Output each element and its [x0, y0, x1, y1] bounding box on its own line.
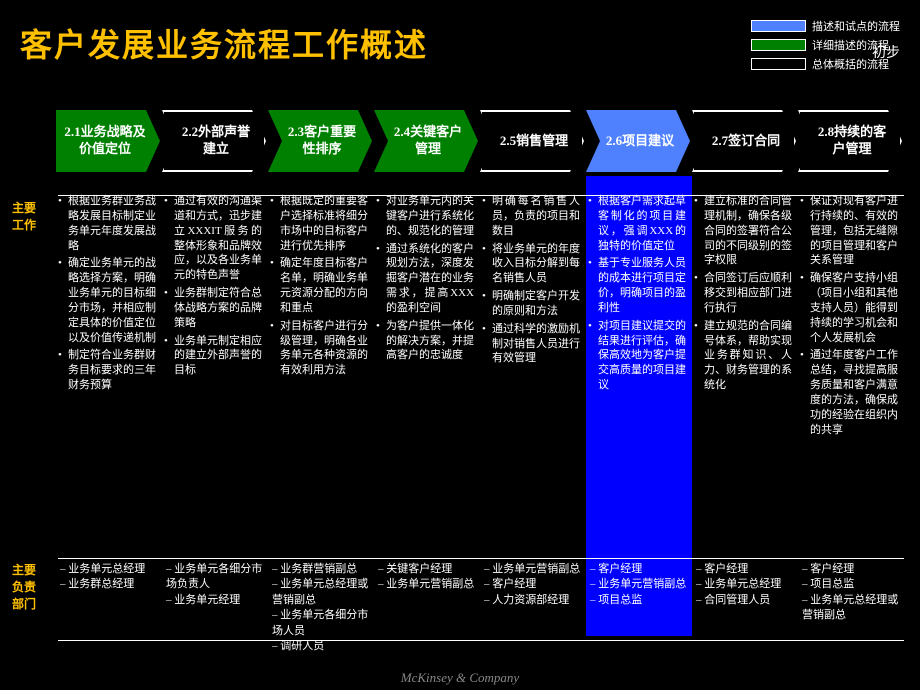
role-col: 业务单元各细分市场负责人业务单元经理	[162, 560, 268, 656]
work-col: 保证对现有客户进行持续的、有效的管理，包括无缝隙的项目管理和客户关系管理确保客户…	[798, 190, 904, 445]
work-item: 通过年度客户工作总结，寻找提高服务质量和客户满意度的方法，确保成功的经验在组织内…	[800, 348, 898, 437]
work-col: 明确每名销售人员，负责的项目和数目将业务单元的年度收入目标分解到每名销售人员明确…	[480, 190, 586, 445]
work-item: 明确每名销售人员，负责的项目和数目	[482, 194, 580, 239]
work-columns: 根据业务群业务战略发展目标制定业务单元年度发展战略确定业务单元的战略选择方案，明…	[56, 190, 904, 445]
role-item: 客户经理	[802, 562, 900, 577]
role-col: 业务群营销副总业务单元总经理或营销副总业务单元各细分市场人员调研人员	[268, 560, 374, 656]
work-item: 根据既定的重要客户选择标准将细分市场中的目标客户进行优先排序	[270, 194, 368, 253]
work-item: 保证对现有客户进行持续的、有效的管理，包括无缝隙的项目管理和客户关系管理	[800, 194, 898, 268]
work-col: 根据客户需求起草客制化的项目建议，强调XXX的独特的价值定位基于专业服务人员的成…	[586, 190, 692, 445]
role-item: 客户经理	[590, 562, 688, 577]
work-item: 对项目建议提交的结果进行评估，确保高效地为客户提交高质量的项目建议	[588, 319, 686, 393]
role-col: 客户经理业务单元总经理合同管理人员	[692, 560, 798, 656]
role-col: 客户经理业务单元营销副总项目总监	[586, 560, 692, 656]
chevron-step: 2.6项目建议	[586, 110, 690, 172]
role-item: 业务单元总经理或营销副总	[802, 593, 900, 624]
work-item: 对业务单元内的关键客户进行系统化的、规范化的管理	[376, 194, 474, 239]
work-item: 通过科学的激励机制对销售人员进行有效管理	[482, 322, 580, 367]
work-item: 通过系统化的客户规划方法，深度发掘客户潜在的业务需求，提高XXX的盈利空间	[376, 242, 474, 316]
role-item: 合同管理人员	[696, 593, 794, 608]
role-item: 业务单元营销副总	[484, 562, 582, 577]
work-item: 制定符合业务群财务目标要求的三年财务预算	[58, 348, 156, 393]
chevron-step: 2.3客户重要性排序	[268, 110, 372, 172]
role-item: 业务群总经理	[60, 577, 158, 592]
role-item: 业务群营销副总	[272, 562, 370, 577]
legend-swatch	[751, 39, 806, 51]
process-chevrons: 2.1业务战略及价值定位2.2外部声誉建立2.3客户重要性排序2.4关键客户管理…	[56, 110, 904, 178]
legend-swatch	[751, 20, 806, 32]
role-item: 客户经理	[696, 562, 794, 577]
work-item: 通过有效的沟通渠道和方式，迅步建立XXXIT服务的整体形象和品牌效应，以及各业务…	[164, 194, 262, 283]
work-item: 根据客户需求起草客制化的项目建议，强调XXX的独特的价值定位	[588, 194, 686, 253]
work-col: 对业务单元内的关键客户进行系统化的、规范化的管理通过系统化的客户规划方法，深度发…	[374, 190, 480, 445]
work-item: 业务群制定符合总体战略方案的品牌策略	[164, 286, 262, 331]
role-item: 业务单元总经理	[60, 562, 158, 577]
work-item: 将业务单元的年度收入目标分解到每名销售人员	[482, 242, 580, 287]
work-col: 建立标准的合同管理机制，确保各级合同的签署符合公司的不同级别的签字权限合同签订后…	[692, 190, 798, 445]
role-item: 业务单元总经理或营销副总	[272, 577, 370, 608]
chevron-step: 2.7签订合同	[692, 110, 796, 172]
work-col: 根据业务群业务战略发展目标制定业务单元年度发展战略确定业务单元的战略选择方案，明…	[56, 190, 162, 445]
chevron-step: 2.5销售管理	[480, 110, 584, 172]
role-col: 业务单元总经理业务群总经理	[56, 560, 162, 656]
page-title: 客户发展业务流程工作概述	[20, 20, 428, 66]
chevron-step: 2.8持续的客户管理	[798, 110, 902, 172]
role-columns: 业务单元总经理业务群总经理业务单元各细分市场负责人业务单元经理业务群营销副总业务…	[56, 560, 904, 656]
work-item: 确定业务单元的战略选择方案，明确业务单元的目标细分市场，并相应制定具体的价值定位…	[58, 256, 156, 345]
divider-mid	[58, 558, 904, 559]
role-item: 项目总监	[802, 577, 900, 592]
chevron-step: 2.4关键客户管理	[374, 110, 478, 172]
work-item: 为客户提供一体化的解决方案，并提高客户的忠诚度	[376, 319, 474, 364]
work-col: 通过有效的沟通渠道和方式，迅步建立XXXIT服务的整体形象和品牌效应，以及各业务…	[162, 190, 268, 445]
work-item: 确定年度目标客户名单，明确业务单元资源分配的方向和重点	[270, 256, 368, 315]
work-item: 基于专业服务人员的成本进行项目定价，明确项目的盈利性	[588, 256, 686, 315]
chevron-step: 2.1业务战略及价值定位	[56, 110, 160, 172]
work-item: 业务单元制定相应的建立外部声誉的目标	[164, 334, 262, 379]
divider-bot	[58, 640, 904, 641]
work-item: 合同签订后应顺利移交到相应部门进行执行	[694, 271, 792, 316]
work-col: 根据既定的重要客户选择标准将细分市场中的目标客户进行优先排序确定年度目标客户名单…	[268, 190, 374, 445]
role-item: 客户经理	[484, 577, 582, 592]
role-item: 关键客户经理	[378, 562, 476, 577]
role-item: 业务单元总经理	[696, 577, 794, 592]
legend-label: 描述和试点的流程	[812, 18, 900, 34]
work-item: 确保客户支持小组（项目小组和其他支持人员）能得到持续的学习机会和个人发展机会	[800, 271, 898, 345]
role-item: 项目总监	[590, 593, 688, 608]
stage-label: 初步	[872, 42, 900, 62]
work-item: 明确制定客户开发的原则和方法	[482, 289, 580, 319]
role-item: 业务单元营销副总	[378, 577, 476, 592]
legend-swatch	[751, 58, 806, 70]
role-item: 人力资源部经理	[484, 593, 582, 608]
role-item: 业务单元营销副总	[590, 577, 688, 592]
footer-brand: McKinsey & Company	[0, 670, 920, 686]
work-item: 根据业务群业务战略发展目标制定业务单元年度发展战略	[58, 194, 156, 253]
role-col: 业务单元营销副总客户经理人力资源部经理	[480, 560, 586, 656]
work-item: 对目标客户进行分级管理，明确各业务单元各种资源的有效利用方法	[270, 319, 368, 378]
row-label-work: 主要工作	[12, 200, 36, 234]
row-label-dept: 主要负责部门	[12, 562, 36, 612]
role-col: 关键客户经理业务单元营销副总	[374, 560, 480, 656]
role-item: 调研人员	[272, 639, 370, 654]
work-item: 建立规范的合同编号体系，帮助实现业务群知识、人力、财务管理的系统化	[694, 319, 792, 393]
role-item: 业务单元各细分市场负责人	[166, 562, 264, 593]
role-item: 业务单元经理	[166, 593, 264, 608]
role-item: 业务单元各细分市场人员	[272, 608, 370, 639]
role-col: 客户经理项目总监业务单元总经理或营销副总	[798, 560, 904, 656]
chevron-step: 2.2外部声誉建立	[162, 110, 266, 172]
work-item: 建立标准的合同管理机制，确保各级合同的签署符合公司的不同级别的签字权限	[694, 194, 792, 268]
